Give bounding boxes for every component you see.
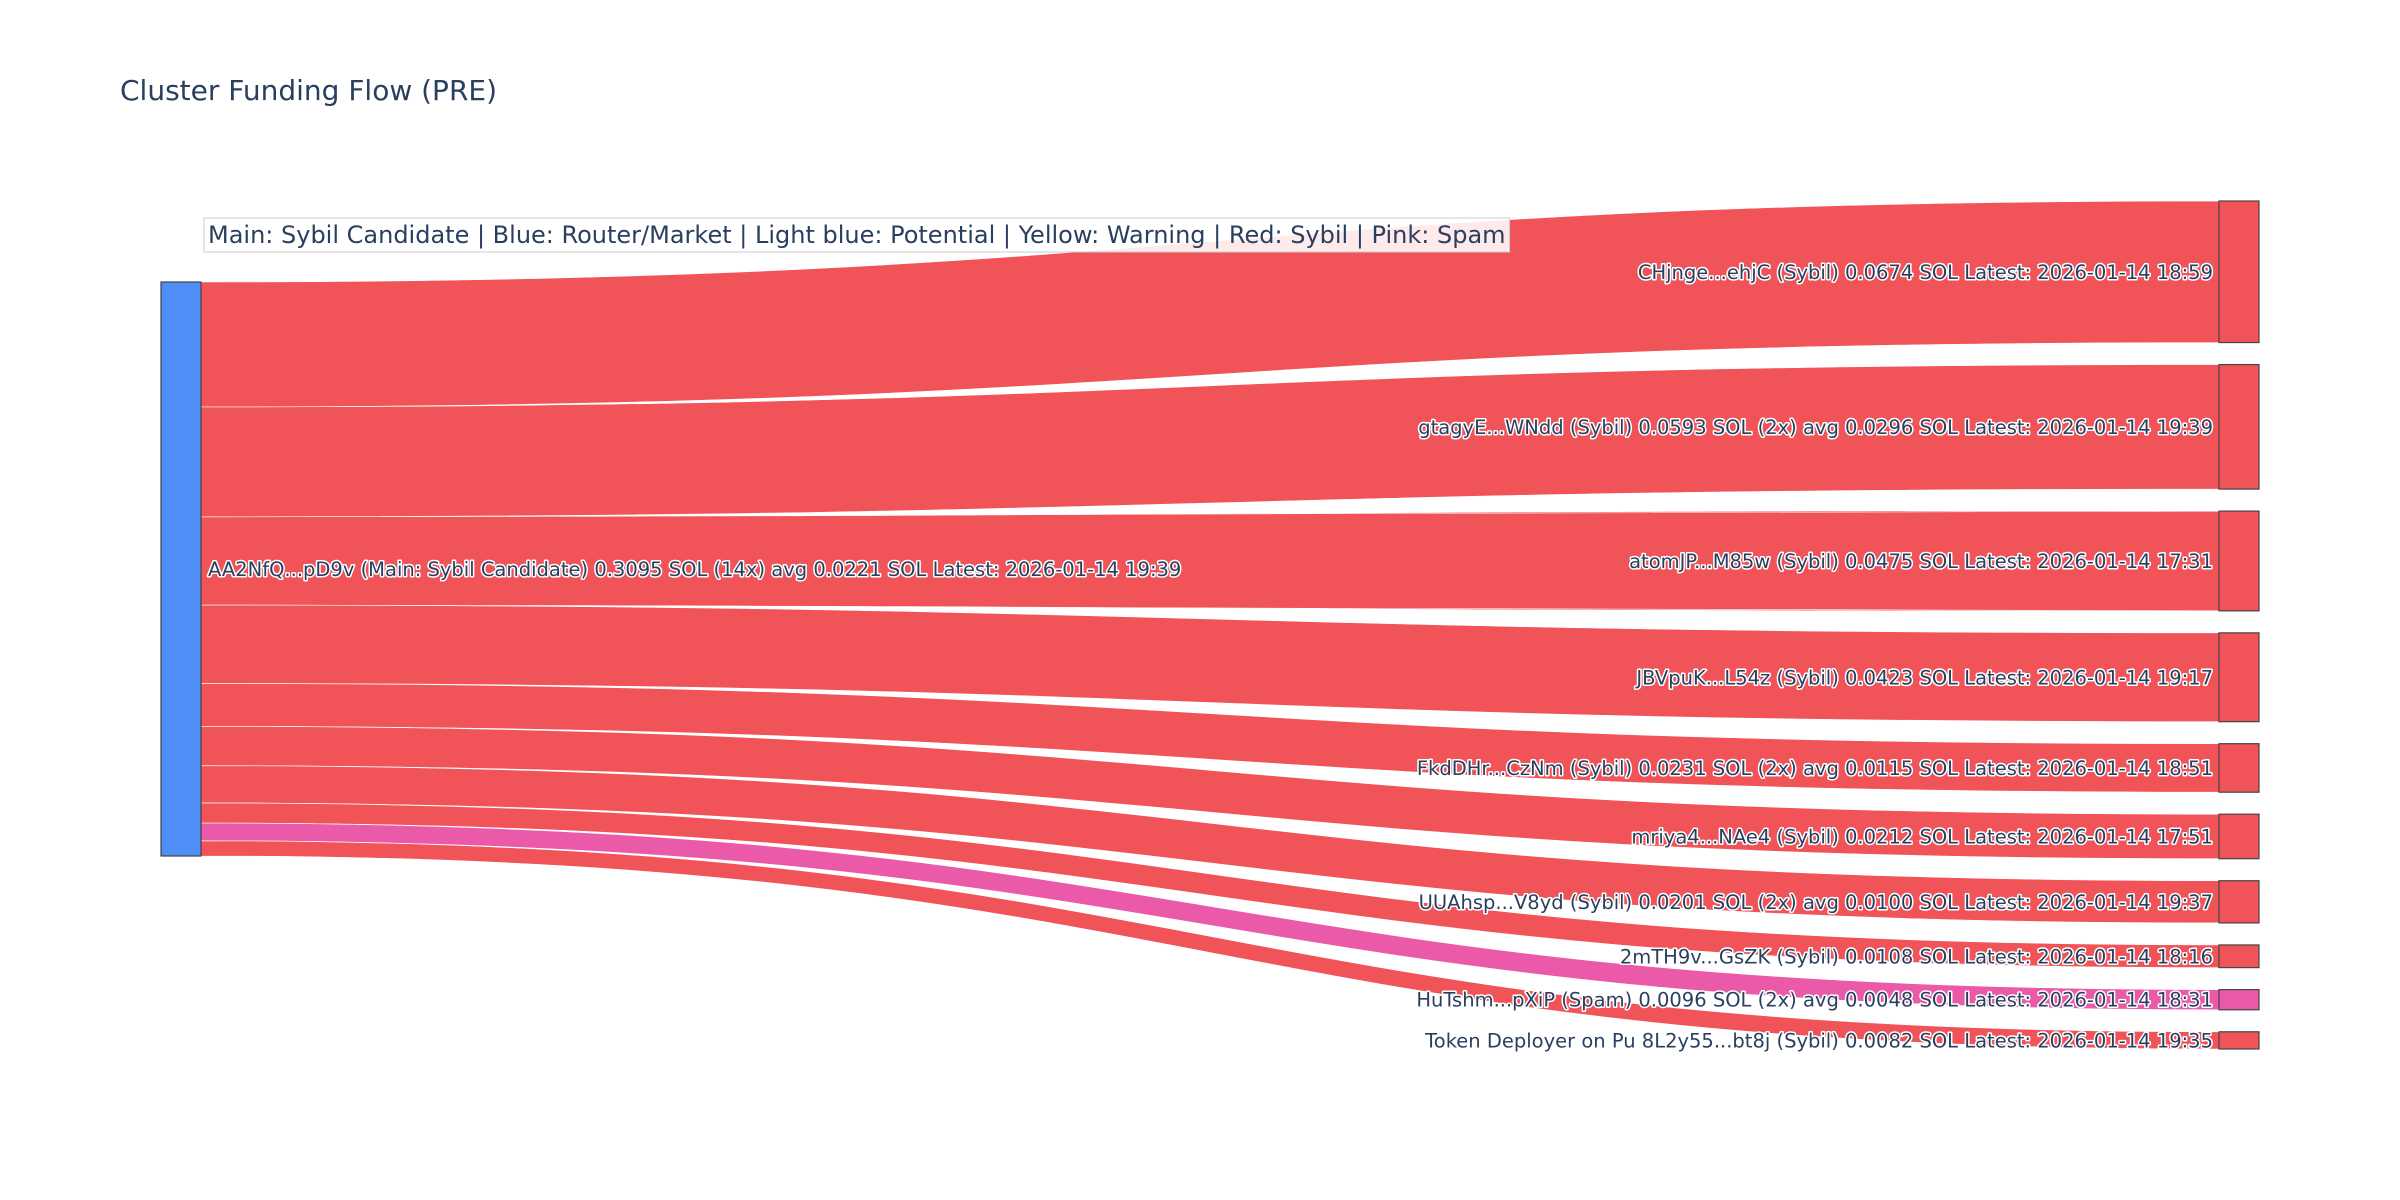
target-label-10: Token Deployer on Pu 8L2y55...bt8j (Sybi… (1424, 1029, 2213, 1052)
flow-nodes (160, 200, 2260, 1050)
target-label-3: atomJP...M85w (Sybil) 0.0475 SOL Latest:… (1629, 550, 2213, 573)
target-node-10 (2218, 1031, 2260, 1050)
target-node-7 (2218, 880, 2260, 924)
source-label: AA2NfQ...pD9v (Main: Sybil Candidate) 0.… (208, 558, 1181, 581)
target-node-9 (2218, 989, 2260, 1011)
target-label-8: 2mTH9v...GsZK (Sybil) 0.0108 SOL Latest:… (1620, 945, 2213, 968)
source-node (160, 281, 202, 857)
target-node-3 (2218, 510, 2260, 612)
legend-note: Main: Sybil Candidate | Blue: Router/Mar… (203, 217, 1511, 253)
target-node-6 (2218, 813, 2260, 860)
legend-text: Main: Sybil Candidate | Blue: Router/Mar… (208, 221, 1506, 249)
target-node-2 (2218, 363, 2260, 490)
target-label-4: JBVpuK...L54z (Sybil) 0.0423 SOL Latest:… (1634, 666, 2213, 689)
target-node-8 (2218, 944, 2260, 969)
node-labels: CHjnge...ehjC (Sybil) 0.0674 SOL Latest:… (207, 259, 2215, 1054)
target-label-5: FkdDHr...CzNm (Sybil) 0.0231 SOL (2x) av… (1417, 757, 2213, 780)
target-node-4 (2218, 632, 2260, 723)
target-label-1: CHjnge...ehjC (Sybil) 0.0674 SOL Latest:… (1638, 261, 2213, 284)
target-node-5 (2218, 743, 2260, 793)
chart-title: Cluster Funding Flow (PRE) (120, 74, 497, 107)
flow-link-10 (200, 840, 2220, 1050)
target-label-7: UUAhsp...V8yd (Sybil) 0.0201 SOL (2x) av… (1419, 891, 2213, 914)
target-label-2: gtagyE...WNdd (Sybil) 0.0593 SOL (2x) av… (1418, 416, 2213, 439)
flow-links (200, 200, 2220, 1050)
target-label-9: HuTshm...pXiP (Spam) 0.0096 SOL (2x) avg… (1416, 989, 2213, 1012)
target-node-1 (2218, 200, 2260, 344)
target-label-6: mriya4...NAe4 (Sybil) 0.0212 SOL Latest:… (1631, 825, 2213, 848)
